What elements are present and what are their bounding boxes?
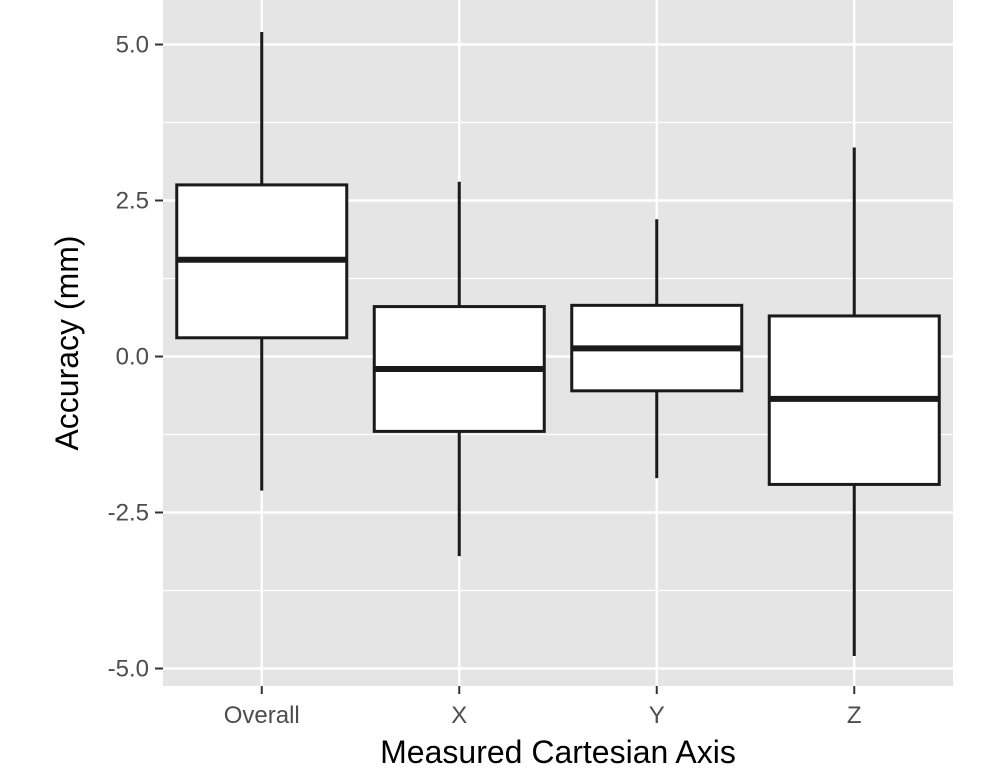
x-axis-ticks: Overall X Y Z xyxy=(224,686,862,729)
x-tick-label: X xyxy=(451,702,467,729)
box-x xyxy=(372,181,546,557)
x-tick-label: Z xyxy=(847,702,862,729)
y-axis-ticks: 5.0 2.5 0.0 -2.5 -5.0 xyxy=(108,32,163,683)
boxes xyxy=(175,32,941,657)
y-tick-label: 0.0 xyxy=(116,344,149,371)
x-tick-label: Y xyxy=(649,702,665,729)
y-tick-label: -2.5 xyxy=(108,500,149,527)
x-tick-label: Overall xyxy=(224,702,300,729)
y-tick-label: 2.5 xyxy=(116,188,149,215)
box-z xyxy=(767,147,941,657)
x-axis-title: Measured Cartesian Axis xyxy=(380,734,736,770)
y-axis-title: Accuracy (mm) xyxy=(49,235,85,450)
box-overall xyxy=(175,32,349,491)
y-tick-label: 5.0 xyxy=(116,32,149,59)
y-tick-label: -5.0 xyxy=(108,656,149,683)
box-y xyxy=(570,219,744,479)
